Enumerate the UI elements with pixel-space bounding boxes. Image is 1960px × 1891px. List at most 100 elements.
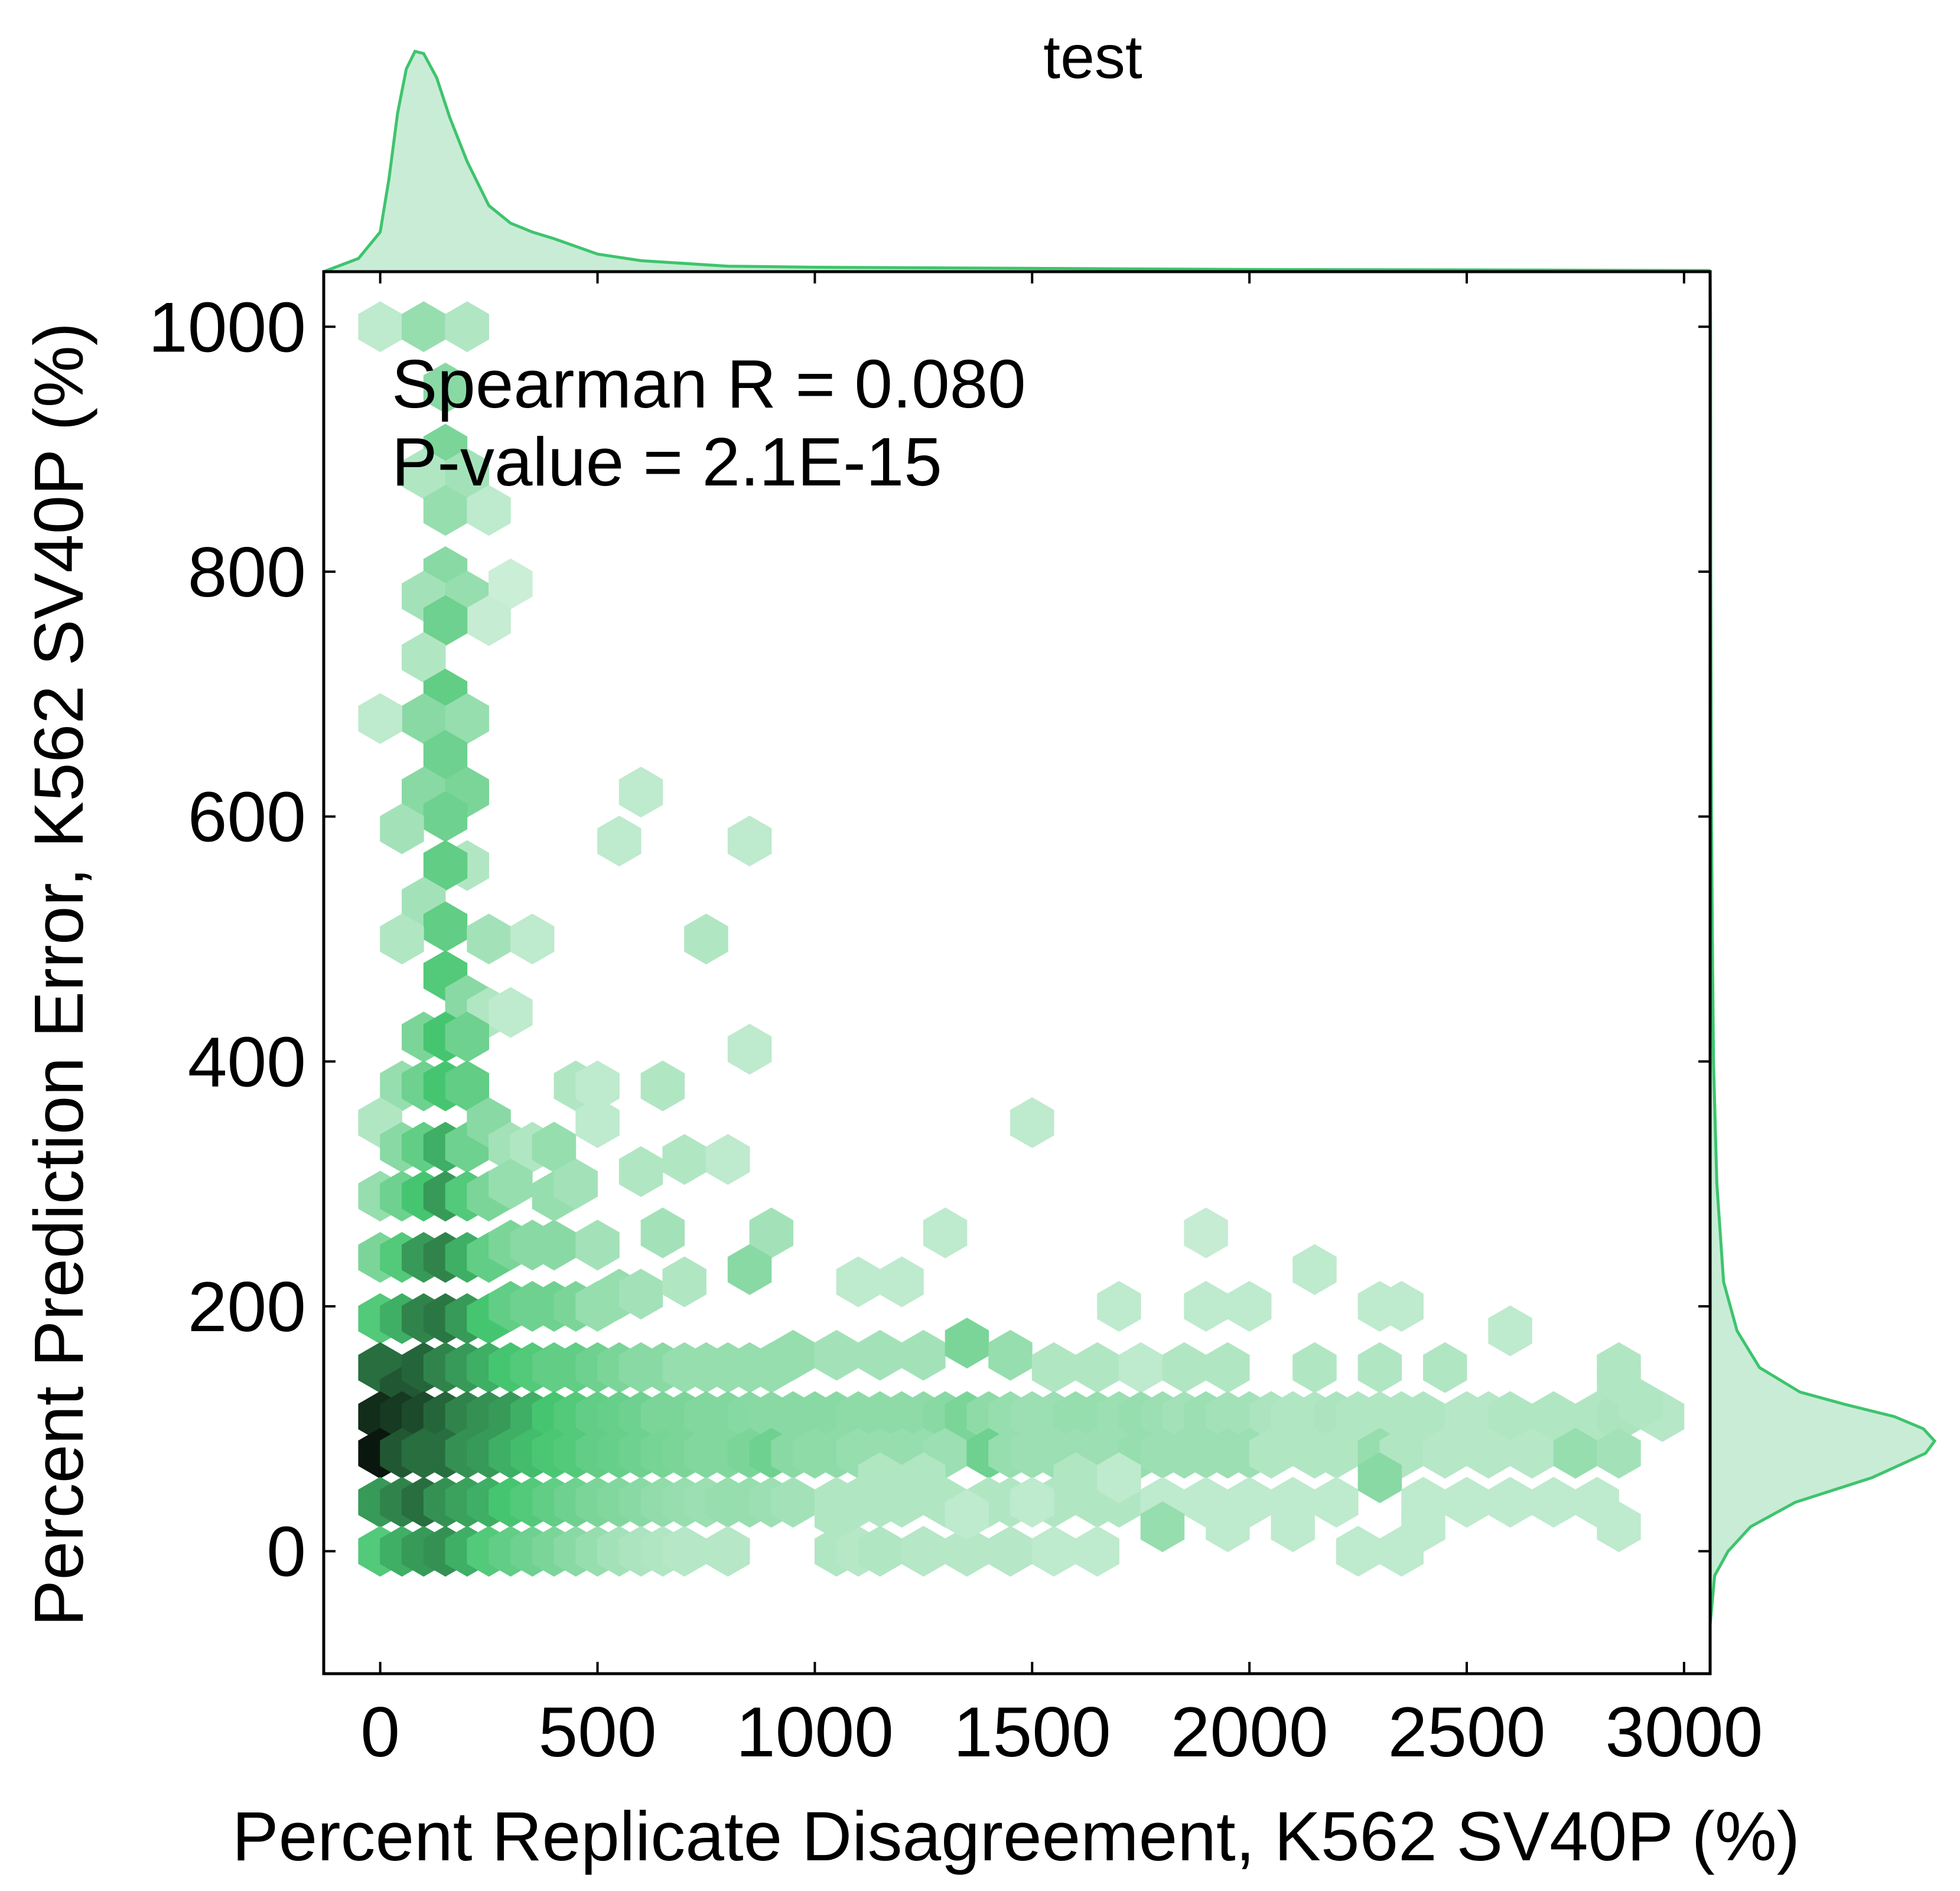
- hexbin-cell: [1401, 1391, 1445, 1442]
- hexbin-cell: [1206, 1342, 1250, 1393]
- hexbin-cell: [901, 1329, 946, 1381]
- hexbin-cell: [1314, 1476, 1359, 1528]
- x-tick-label: 1500: [953, 1693, 1111, 1772]
- hexbin-cell: [1510, 1427, 1554, 1479]
- chart-title: test: [1043, 23, 1142, 92]
- hexbin-cell: [575, 1220, 620, 1271]
- hexbin-cell: [901, 1452, 946, 1504]
- hexbin-cell: [467, 914, 511, 964]
- pvalue-annotation: P-value = 2.1E-15: [392, 423, 942, 500]
- hexbin-cell: [532, 1220, 577, 1271]
- x-tick-label: 500: [538, 1693, 656, 1772]
- hexbin-cell: [1401, 1501, 1445, 1553]
- hexbin-cell: [575, 1060, 620, 1111]
- hexbin-cell: [1292, 1244, 1337, 1295]
- hexbin-cell: [597, 816, 642, 867]
- hexbin-cell: [467, 595, 511, 646]
- hexbin-cell: [1249, 1427, 1294, 1479]
- hexbin-cell: [1184, 1281, 1228, 1332]
- hexbin-cell: [727, 1023, 772, 1075]
- hexbin-cell: [618, 1269, 663, 1320]
- x-tick-label: 3000: [1605, 1693, 1763, 1772]
- hexbin-cell: [771, 1329, 815, 1381]
- x-tick-label: 2500: [1388, 1693, 1546, 1772]
- hexbin-cell: [1031, 1342, 1076, 1393]
- marginal-x-fill: [324, 51, 1710, 272]
- y-tick-label: 200: [188, 1267, 306, 1346]
- hexbin-cell: [1336, 1525, 1381, 1577]
- hexbin-cell: [445, 1011, 489, 1062]
- hexbin-cell: [1423, 1427, 1467, 1479]
- hexbin-cell: [1597, 1427, 1641, 1479]
- y-tick-label: 0: [266, 1512, 306, 1592]
- hexbin-cell: [727, 1244, 772, 1295]
- hexbin-cell: [1357, 1342, 1402, 1393]
- hexbin-cell: [467, 485, 511, 536]
- hexbin-cell: [358, 693, 402, 744]
- hexbin-cell: [640, 1207, 685, 1259]
- hexbin-cell: [988, 1329, 1033, 1381]
- y-axis: 0 200 400 600 800 1000: [148, 288, 1710, 1592]
- hexbin-cell: [1118, 1342, 1163, 1393]
- hexbin-cell: [489, 558, 533, 609]
- hexbin-cell: [1140, 1501, 1185, 1553]
- hexbin-cell: [1075, 1525, 1119, 1577]
- hexbin-cell: [1097, 1452, 1141, 1504]
- hexbin-cell: [836, 1256, 881, 1308]
- hexbin-cell: [358, 301, 402, 353]
- hexbin-cell: [532, 1121, 577, 1173]
- hexbin-cell: [1553, 1427, 1598, 1479]
- x-tick-label: 2000: [1171, 1693, 1329, 1772]
- hexbin-cell: [1206, 1501, 1250, 1553]
- hexbin-cell: [814, 1489, 859, 1540]
- marginal-y-fill: [1710, 272, 1935, 1625]
- hexbin-cell: [402, 632, 446, 683]
- x-tick-label: 1000: [736, 1693, 894, 1772]
- hexbin-cell: [1488, 1391, 1532, 1442]
- x-axis: 0 500 1000 1500 2000 2500 3000: [360, 272, 1763, 1772]
- hexbin-cell: [575, 1097, 620, 1148]
- hexbin-cell: [445, 693, 489, 744]
- hexbin-cell: [988, 1525, 1033, 1577]
- hexbin-cell: [423, 791, 468, 842]
- hexbin-cell: [1031, 1525, 1076, 1577]
- x-tick-label: 0: [360, 1693, 400, 1772]
- hexbin-cell: [1227, 1281, 1272, 1332]
- marginal-x-line: [323, 50, 1711, 273]
- hexbin-cell: [445, 301, 489, 353]
- hexbin-cell: [402, 448, 446, 500]
- marginal-y-line: [1708, 271, 1937, 1625]
- y-tick-label: 600: [188, 778, 306, 857]
- plot-area-frame: [322, 270, 1712, 1675]
- hexbin-cell: [423, 485, 468, 536]
- y-tick-label: 1000: [148, 288, 306, 367]
- hexbin-cell: [945, 1318, 989, 1369]
- hexbin-cell: [1531, 1391, 1576, 1442]
- hexbin-cell: [1357, 1452, 1402, 1504]
- hexbin-cell: [423, 730, 468, 781]
- hexbin-cell: [662, 1525, 706, 1577]
- spearman-annotation: Spearman R = 0.080: [392, 345, 1026, 422]
- hexbin-cell: [1531, 1476, 1576, 1528]
- hexbin-cell: [1075, 1342, 1119, 1393]
- hexbin-cell: [423, 363, 468, 413]
- hexbin-cell: [749, 1207, 793, 1259]
- hexbin-cell: [1010, 1476, 1054, 1528]
- hexbin-cell: [489, 987, 533, 1038]
- hexbin-cell: [1444, 1476, 1489, 1528]
- x-axis-label: Percent Replicate Disagreement, K562 SV4…: [232, 1798, 1800, 1876]
- hexbin-cell: [923, 1207, 968, 1259]
- hexbin-cell: [814, 1329, 859, 1381]
- hexbin-cell: [1292, 1342, 1337, 1393]
- hexbin-cell: [662, 1256, 706, 1308]
- marginal-y-density: [1708, 271, 1937, 1625]
- hexbin-cell: [1162, 1342, 1206, 1393]
- hexbin-cell: [1379, 1281, 1424, 1332]
- hexbin-cell: [771, 1476, 815, 1528]
- y-axis-label: Percent Prediction Error, K562 SV40P (%): [20, 322, 98, 1626]
- hexbin-cell: [1010, 1097, 1054, 1148]
- hexbin-cell: [1488, 1305, 1532, 1357]
- hexbin-cell: [554, 1158, 598, 1209]
- hexbin-cell: [684, 914, 728, 964]
